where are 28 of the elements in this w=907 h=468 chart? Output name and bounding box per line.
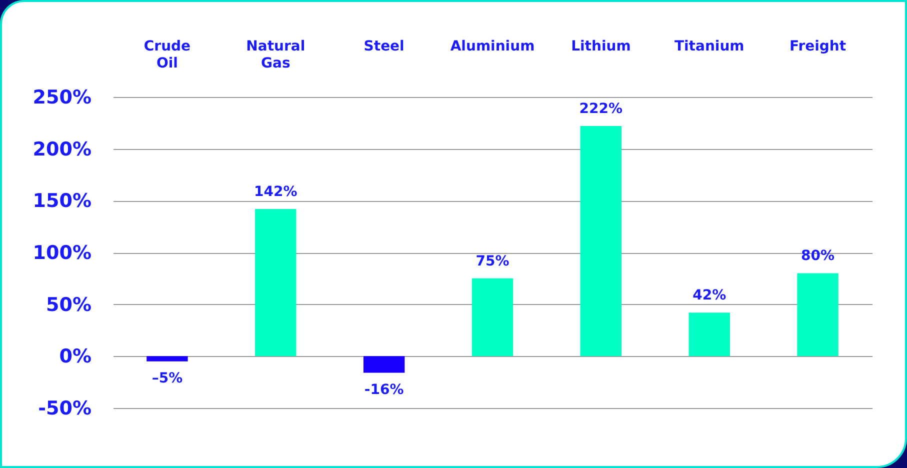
data-label: 80% <box>801 248 835 264</box>
x-tick-label: Aluminium <box>450 38 535 54</box>
y-tick-label: 150% <box>32 190 92 212</box>
bar <box>472 278 514 356</box>
bar <box>363 356 405 373</box>
bar <box>146 356 188 362</box>
x-tick-label: Crude Oil <box>144 38 191 72</box>
x-tick-label: Natural Gas <box>246 38 306 72</box>
x-tick-label: Lithium <box>571 38 631 54</box>
data-label: –5% <box>152 370 183 386</box>
x-tick-label: Titanium <box>674 38 744 54</box>
data-label: 222% <box>579 101 623 118</box>
data-label: 42% <box>692 288 726 304</box>
data-label: 75% <box>476 253 510 270</box>
y-tick-label: 50% <box>46 294 92 316</box>
y-tick-label: 100% <box>32 242 92 264</box>
bar <box>688 312 730 356</box>
bar <box>255 208 296 356</box>
data-label: -16% <box>364 382 404 398</box>
y-tick-label: 200% <box>32 138 92 160</box>
bar <box>797 273 838 356</box>
y-tick-label: 0% <box>59 346 92 368</box>
x-tick-label: Steel <box>364 38 404 54</box>
y-tick-label: 250% <box>32 86 92 108</box>
bar <box>580 126 622 356</box>
data-label: 142% <box>254 184 298 200</box>
y-tick-label: -50% <box>38 398 92 420</box>
x-tick-label: Freight <box>790 38 846 54</box>
